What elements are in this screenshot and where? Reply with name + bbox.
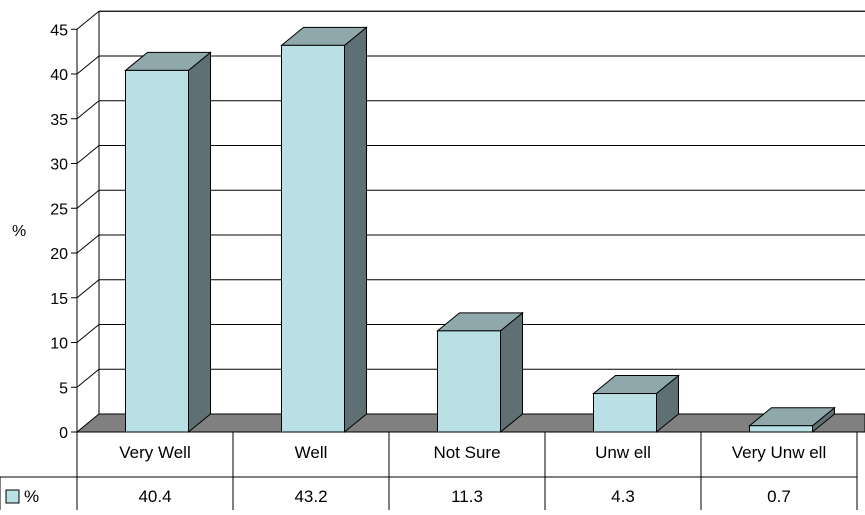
y-tick-label: 35 xyxy=(50,112,68,129)
y-tick-label: 10 xyxy=(50,336,68,353)
gridline-side xyxy=(76,324,100,343)
gridline-side xyxy=(76,145,100,164)
y-axis: 0 5 10 15 20 25 30 35 40 45 xyxy=(50,22,77,442)
bar-front-face xyxy=(437,330,501,433)
gridline-side xyxy=(76,55,100,75)
bar-side-face xyxy=(188,51,211,434)
y-tick-label: 30 xyxy=(50,157,68,174)
y-tick-label: 5 xyxy=(59,380,68,397)
bar-front-face xyxy=(125,69,189,433)
bar xyxy=(436,311,524,434)
legend-swatch xyxy=(5,489,20,504)
gridline-side xyxy=(76,279,100,299)
legend-series-name: % xyxy=(24,487,39,506)
y-tick-label: 25 xyxy=(50,201,68,218)
bar-side-face xyxy=(344,26,367,434)
y-tick-label: 0 xyxy=(59,425,68,442)
bar xyxy=(280,26,368,434)
data-table: Very Well 40.4 Well 43.2 Not Sure 11.3 Unw ell… xyxy=(0,432,858,515)
y-tick-label: 45 xyxy=(50,22,68,39)
y-tick-label: 15 xyxy=(50,291,68,308)
y-tick-label: 40 xyxy=(50,67,68,84)
y-tick-label: 20 xyxy=(50,246,68,263)
data-table-value: 11.3 xyxy=(451,487,483,506)
y-axis-label: % xyxy=(12,223,26,240)
category-label: Not Sure xyxy=(433,443,500,462)
gridline-side xyxy=(76,100,100,120)
data-table-value: 4.3 xyxy=(611,487,635,506)
bar xyxy=(748,406,836,434)
bar-side-face xyxy=(500,311,523,434)
gridline-side xyxy=(76,10,100,30)
bar xyxy=(592,374,680,434)
bar-front-face xyxy=(281,44,345,433)
category-label: Well xyxy=(295,443,328,462)
bar-front-face xyxy=(593,393,657,433)
category-label: Very Unw ell xyxy=(732,443,826,462)
gridline-side xyxy=(76,368,100,388)
category-label: Unw ell xyxy=(595,443,651,462)
bar xyxy=(124,51,212,434)
gridline-side xyxy=(76,234,100,254)
category-label: Very Well xyxy=(119,443,191,462)
bars xyxy=(124,26,836,434)
gridline-side xyxy=(76,189,100,209)
data-table-value: 43.2 xyxy=(294,487,327,506)
bar-front-face xyxy=(749,425,813,433)
data-table-value: 0.7 xyxy=(767,487,791,506)
data-table-value: 40.4 xyxy=(138,487,171,506)
